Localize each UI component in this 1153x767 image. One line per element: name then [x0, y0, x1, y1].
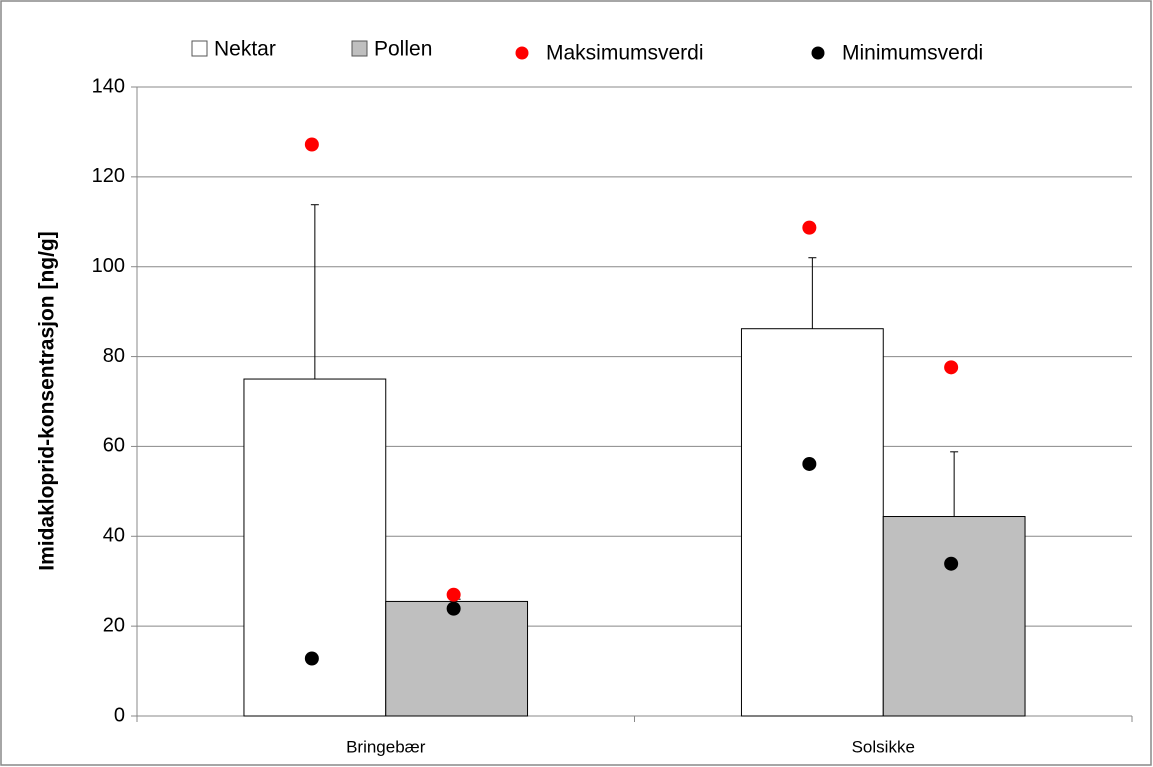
y-tick-label: 100	[92, 255, 125, 277]
legend-label: Nektar	[214, 38, 276, 61]
y-tick-label: 140	[92, 75, 125, 97]
marker-point	[304, 137, 319, 152]
y-tick-label: 120	[92, 165, 125, 187]
legend-label: Pollen	[374, 38, 432, 61]
legend-swatch	[191, 40, 208, 57]
marker-point	[446, 587, 461, 602]
bar	[740, 328, 884, 717]
legend-label: Maksimumsverdi	[546, 42, 704, 65]
y-tick-label: 80	[103, 345, 125, 367]
marker-point	[944, 556, 959, 571]
y-axis-title: Imidakloprid-konsentrasjon [ng/g]	[36, 231, 59, 571]
x-tick-label: Bringebær	[346, 737, 426, 756]
legend-marker	[515, 46, 529, 60]
marker-point	[304, 651, 319, 666]
y-tick-label: 60	[103, 435, 125, 457]
marker-point	[802, 220, 817, 235]
bar	[385, 600, 529, 717]
legend-swatch	[351, 40, 368, 57]
marker-point	[944, 360, 959, 375]
y-tick-label: 0	[114, 704, 125, 726]
bar	[882, 516, 1026, 717]
marker-point	[446, 601, 461, 616]
y-tick-label: 40	[103, 525, 125, 547]
legend-marker	[811, 46, 825, 60]
marker-point	[802, 456, 817, 471]
x-tick-label: Solsikke	[852, 737, 915, 756]
bar	[243, 378, 387, 717]
y-tick-label: 20	[103, 614, 125, 636]
legend-label: Minimumsverdi	[842, 42, 983, 65]
